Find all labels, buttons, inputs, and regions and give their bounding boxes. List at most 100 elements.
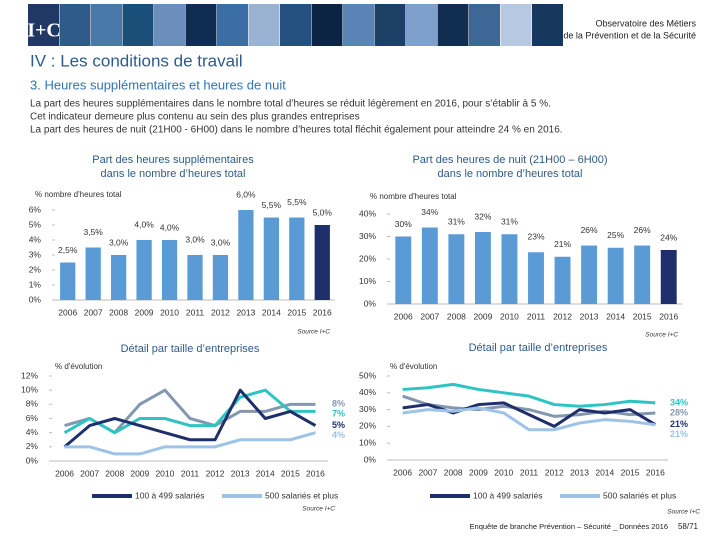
bar: [238, 210, 254, 300]
x-tick-label: 2007: [80, 468, 99, 478]
legend-label: 500 salariés et plus: [603, 490, 676, 500]
bar: [187, 255, 203, 300]
bar: [421, 227, 438, 304]
value-label: 4,0%: [134, 219, 154, 229]
y-tick-label: 20%: [359, 253, 376, 263]
bar: [660, 250, 677, 304]
section-title: 3. Heures supplémentaires et heures de n…: [30, 77, 286, 92]
bar: [607, 247, 624, 304]
x-tick-label: 2014: [595, 467, 614, 477]
strip-block: [311, 4, 343, 46]
y-tick-label: 30%: [359, 231, 376, 241]
strip-block: [532, 4, 563, 46]
series-line: [402, 406, 656, 432]
value-label: 4,0%: [160, 222, 180, 232]
source-note: Source I+C: [302, 506, 335, 513]
bar: [554, 256, 571, 304]
value-label: 34%: [421, 207, 438, 217]
value-label: 31%: [448, 217, 465, 227]
bar: [289, 217, 305, 300]
source-note: Source I+C: [645, 332, 678, 339]
y-tick-label: 3%: [29, 249, 42, 259]
strip-block: [122, 4, 154, 46]
y-tick-label: 2%: [26, 441, 39, 451]
y-tick-label: 0%: [364, 298, 377, 308]
x-tick-label: 2006: [55, 468, 74, 478]
x-tick-label: 2009: [473, 311, 492, 321]
x-tick-label: 2008: [109, 307, 128, 317]
y-tick-label: 0%: [364, 454, 377, 464]
strip-block: [406, 4, 437, 46]
strip-block: [343, 4, 374, 46]
series-line: [63, 388, 316, 435]
value-label: 3,0%: [185, 234, 205, 244]
x-tick-label: 2012: [206, 468, 225, 478]
y-tick-label: 5%: [29, 219, 42, 229]
legend-label: 500 salariés et plus: [265, 490, 338, 500]
end-label: 8%: [332, 399, 345, 409]
y-tick-label: 4%: [29, 234, 42, 244]
x-tick-label: 2012: [211, 307, 230, 317]
bar: [212, 255, 229, 300]
x-tick-label: 2015: [281, 468, 300, 478]
source-note: Source I+C: [667, 509, 700, 516]
strip-block: [185, 4, 217, 46]
y-tick-label: 0%: [26, 455, 39, 465]
y-tick-label: 10%: [359, 437, 376, 447]
end-label: 28%: [670, 407, 688, 417]
x-tick-label: 2013: [570, 467, 589, 477]
strip-block: [500, 4, 532, 46]
legend-label: 100 à 499 salariés: [135, 490, 204, 500]
y-tick-label: 12%: [21, 370, 38, 380]
x-tick-label: 2011: [186, 307, 205, 317]
x-tick-label: 2010: [160, 307, 179, 317]
chart-title: Détail par taille d’entreprises: [121, 343, 260, 355]
x-tick-label: 2016: [306, 468, 325, 478]
value-label: 31%: [501, 217, 518, 227]
paragraph-line: La part des heures supplémentaires dans …: [30, 99, 551, 110]
y-tick-label: 10%: [21, 384, 38, 394]
end-label: 21%: [670, 429, 688, 439]
strip-block: [469, 4, 500, 46]
y-tick-label: 8%: [26, 399, 39, 409]
y-tick-label: 6%: [26, 413, 39, 423]
y-axis-label: % d'évolution: [55, 362, 102, 371]
strip-block: [248, 4, 280, 46]
y-tick-label: 2%: [29, 264, 42, 274]
value-label: 23%: [527, 232, 544, 242]
x-tick-label: 2009: [135, 307, 154, 317]
y-axis-label: % d'évolution: [390, 362, 437, 371]
x-tick-label: 2015: [287, 307, 306, 317]
y-tick-label: 4%: [26, 427, 39, 437]
x-tick-label: 2015: [633, 311, 652, 321]
x-tick-label: 2010: [500, 311, 519, 321]
x-tick-label: 2014: [606, 311, 625, 321]
strip-block: [437, 4, 469, 46]
y-tick-label: 10%: [359, 276, 376, 286]
value-label: 26%: [581, 225, 598, 235]
bar: [314, 225, 330, 300]
bar: [474, 232, 491, 304]
end-label: 7%: [332, 409, 345, 419]
chart-title: Part des heures de nuit (21H00 – 6H00): [412, 154, 607, 166]
y-tick-label: 1%: [29, 279, 42, 289]
bar: [448, 234, 465, 304]
strip-block: [59, 4, 91, 46]
chart-title: dans le nombre d’heures total: [438, 168, 583, 180]
x-tick-label: 2013: [580, 311, 599, 321]
y-tick-label: 20%: [359, 421, 376, 431]
legend-label: 100 à 499 salariés: [473, 490, 542, 500]
x-tick-label: 2011: [520, 467, 539, 477]
page-number: 58/71: [678, 522, 699, 531]
x-tick-label: 2012: [553, 311, 572, 321]
y-tick-label: 0%: [29, 294, 42, 304]
x-tick-label: 2014: [262, 307, 281, 317]
x-tick-label: 2008: [447, 311, 466, 321]
strip-block: [374, 4, 406, 46]
x-tick-label: 2016: [659, 311, 678, 321]
x-tick-label: 2009: [469, 467, 488, 477]
bar: [501, 234, 518, 304]
bar: [528, 252, 544, 304]
value-label: 2,5%: [58, 245, 78, 255]
chart-title: Détail par taille d’entreprises: [469, 342, 608, 354]
